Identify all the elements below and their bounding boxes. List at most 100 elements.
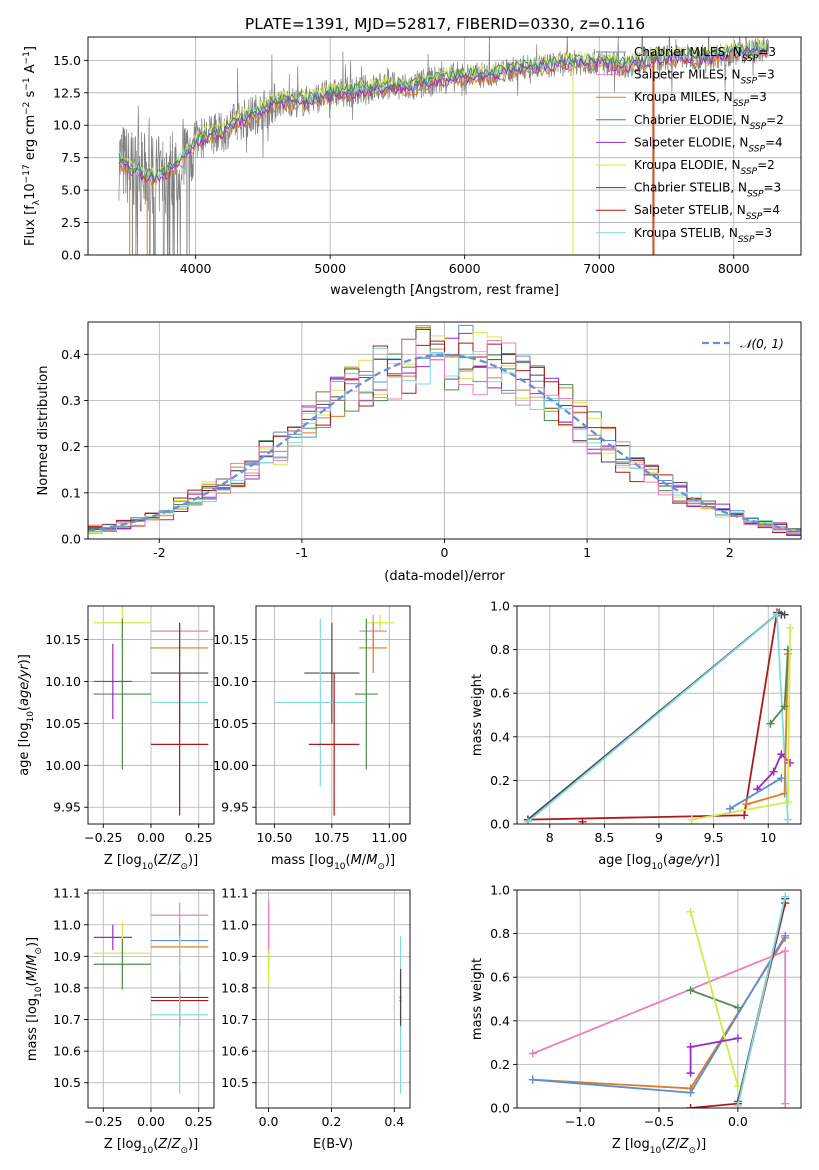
weight-marker: [780, 702, 789, 711]
y-tick-label: 15.0: [53, 53, 81, 68]
y-tick-label: 0.8: [490, 926, 510, 941]
x-axis-label: E(B-V): [313, 1137, 353, 1152]
y-tick-label: 0.3: [61, 393, 81, 408]
plot-area: [274, 614, 394, 816]
weight-marker: [769, 767, 778, 776]
weight-marker: [783, 798, 792, 807]
weight-marker: [528, 1075, 537, 1084]
legend-label: Chabrier ELODIE, NSSP=2: [634, 113, 784, 132]
y-tick-label: 11.0: [221, 917, 249, 932]
weight-marker: [578, 817, 587, 824]
weight-marker: [686, 1088, 695, 1097]
x-tick-label: -2: [153, 545, 165, 560]
x-tick-label: 8000: [718, 261, 750, 276]
plot-area: [88, 324, 801, 539]
weight-marker: [740, 811, 749, 820]
weight-marker: [686, 1104, 695, 1108]
y-tick-label: 0.2: [490, 1057, 510, 1072]
model-fit-line: [118, 41, 769, 183]
x-axis-label: age [log10(age/yr)]: [598, 853, 720, 872]
weight-marker: [733, 1101, 742, 1108]
x-tick-label: 10.75: [314, 830, 350, 845]
weight-marker: [772, 610, 781, 619]
y-tick-label: 0.0: [490, 817, 510, 832]
y-tick-label: 9.95: [53, 800, 81, 815]
y-tick-label: 0.6: [490, 970, 510, 985]
y-tick-label: 10.0: [53, 118, 81, 133]
x-tick-label: 2: [726, 545, 734, 560]
plot-area: [118, 37, 770, 255]
x-tick-label: 0: [441, 545, 449, 560]
y-tick-label: 0.4: [61, 347, 81, 362]
y-tick-label: 10.8: [53, 980, 81, 995]
y-tick-label: 10.5: [221, 1075, 249, 1090]
y-tick-label: 12.5: [53, 85, 81, 100]
weight-marker: [733, 1003, 742, 1012]
plot-area: [267, 899, 402, 1094]
x-tick-label: 1: [583, 545, 591, 560]
weight-marker: [733, 1034, 742, 1043]
y-tick-label: 0.0: [490, 1101, 510, 1116]
x-tick-label: 9: [655, 830, 663, 845]
x-tick-label: 10.50: [256, 830, 292, 845]
axes-frame: [255, 605, 411, 825]
weight-marker: [686, 1042, 695, 1051]
weight-marker: [781, 931, 790, 940]
y-axis-label: mass weight: [470, 674, 485, 756]
legend-label: Chabrier MILES, NSSP=3: [634, 45, 776, 64]
x-axis-label: (data-model)/error: [384, 569, 505, 584]
weight-marker: [783, 815, 792, 824]
axes-frame: [87, 321, 802, 540]
weight-series-line: [689, 1037, 739, 1074]
weight-marker: [686, 1069, 695, 1078]
panel-z-vs-mass: −0.25 0.00 0.25 10.5 10.6 10.7 10.8 10.9 11.0 11.…: [25, 886, 215, 1156]
y-tick-label: 10.10: [45, 674, 81, 689]
y-tick-label: 7.5: [61, 150, 81, 165]
plot-area: [93, 902, 209, 1094]
axes-frame: [255, 889, 411, 1109]
weight-marker: [528, 1049, 537, 1058]
x-tick-label: −0.25: [84, 830, 122, 845]
x-tick-label: 5000: [314, 261, 346, 276]
y-tick-label: 10.8: [221, 980, 249, 995]
x-tick-label: 0.2: [321, 1114, 341, 1129]
x-tick-label: 0.4: [384, 1114, 404, 1129]
weight-series-line: [691, 627, 791, 821]
x-tick-label: 4000: [180, 261, 212, 276]
weight-marker: [781, 892, 790, 901]
x-tick-label: -1: [296, 545, 308, 560]
y-tick-label: 10.00: [213, 758, 249, 773]
weight-marker: [786, 623, 795, 632]
weight-marker: [780, 610, 789, 619]
y-axis-label: mass weight: [470, 958, 485, 1040]
panel-spectrum: 4000 5000 6000 7000 8000 0.0 2.5 5.0 7.5 10.0 12.5…: [22, 36, 802, 298]
y-tick-label: 10.9: [221, 949, 249, 964]
y-tick-label: 0.2: [490, 773, 510, 788]
y-tick-label: 0.4: [490, 729, 510, 744]
x-tick-label: −1.0: [565, 1114, 595, 1129]
plot-area: [528, 892, 790, 1108]
y-tick-label: 10.15: [213, 632, 249, 647]
y-tick-label: 0.8: [490, 642, 510, 657]
y-tick-label: 10.6: [53, 1044, 81, 1059]
y-tick-label: 10.6: [221, 1044, 249, 1059]
y-tick-label: 0.0: [61, 532, 81, 547]
panel-ebv-vs-mass: 0.0 0.2 0.4 10.5 10.6 10.7 10.8 10.9 11.0 11.1 E(B…: [221, 886, 411, 1152]
panel-z-vs-age: −0.25 0.00 0.25 9.95 10.00 10.05 10.10 10.15 Z […: [17, 605, 215, 872]
weight-marker: [766, 719, 775, 728]
axes-frame: [516, 605, 802, 825]
y-tick-label: 5.0: [61, 183, 81, 198]
y-tick-label: 1.0: [490, 599, 510, 614]
data-spectrum-line: [118, 37, 770, 255]
legend-label: Kroupa STELIB, NSSP=3: [634, 226, 772, 245]
y-tick-label: 0.4: [490, 1013, 510, 1028]
y-axis-label: mass [log10(M/M⊙)]: [25, 937, 44, 1061]
axes-frame: [87, 605, 215, 825]
weight-marker: [686, 986, 695, 995]
weight-series-line: [729, 777, 782, 810]
x-axis-label: Z [log10(Z/Z⊙)]: [104, 853, 198, 872]
x-tick-label: 0.0: [728, 1114, 748, 1129]
panel-z-vs-weight: −1.0 −0.5 0.0 0.0 0.2 0.4 0.6 0.8 1.0 Z [log10(Z/…: [470, 883, 802, 1156]
y-tick-label: 0.0: [61, 248, 81, 263]
model-fit-line: [118, 37, 769, 179]
